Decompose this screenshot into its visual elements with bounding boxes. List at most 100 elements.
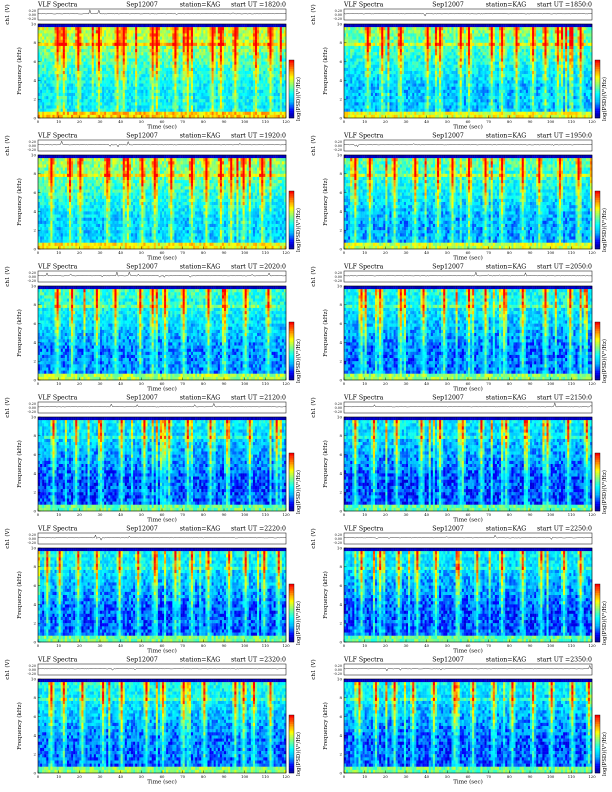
heatmap-cell (370, 39, 374, 43)
heatmap-cell (209, 96, 212, 100)
heatmap-cell (226, 36, 229, 40)
heatmap-cell (48, 30, 51, 34)
heatmap-cell (385, 92, 388, 97)
heatmap-cell (424, 105, 427, 109)
heatmap-cell (69, 92, 72, 97)
heatmap-cell (95, 92, 99, 97)
heatmap-cell (358, 92, 361, 97)
heatmap-cell (267, 89, 270, 94)
heatmap-cell (228, 27, 231, 31)
heatmap-cell (379, 105, 382, 109)
heatmap-cell (131, 114, 134, 119)
heatmap-cell (122, 86, 125, 90)
heatmap-cell (221, 96, 225, 100)
heatmap-cell (168, 111, 171, 116)
heatmap-cell (75, 36, 78, 40)
heatmap-cell (265, 61, 268, 65)
heatmap-cell (203, 58, 206, 62)
heatmap-cell (141, 27, 144, 31)
heatmap-cell (238, 83, 241, 87)
heatmap-cell (377, 108, 380, 112)
heatmap-cell (230, 86, 233, 90)
heatmap-cell (277, 83, 280, 87)
heatmap-cell (238, 58, 241, 62)
heatmap-cell (203, 71, 206, 75)
station-label: station=KAG (180, 2, 221, 9)
heatmap-cell (379, 67, 382, 72)
heatmap-cell (375, 61, 378, 65)
heatmap-cell (354, 96, 357, 100)
heatmap-cell (104, 108, 107, 112)
heatmap-cell (193, 39, 196, 43)
heatmap-cell (108, 58, 111, 62)
start-time-label: start UT =1850:0 (537, 2, 592, 9)
heatmap-cell (377, 52, 380, 56)
heatmap-cell (50, 102, 53, 106)
heatmap-cell (428, 99, 431, 103)
heatmap-cell (66, 64, 70, 69)
heatmap-cell (255, 33, 258, 37)
heatmap-cell (356, 74, 359, 78)
heatmap-cell (408, 114, 411, 119)
heatmap-cell (141, 111, 144, 116)
heatmap-cell (48, 89, 51, 94)
heatmap-cell (203, 24, 206, 28)
heatmap-cell (261, 52, 264, 56)
heatmap-cell (139, 42, 142, 47)
heatmap-cell (48, 39, 51, 43)
heatmap-cell (385, 67, 388, 72)
heatmap-cell (238, 92, 241, 97)
heatmap-cell (157, 27, 161, 31)
heatmap-cell (85, 108, 88, 112)
heatmap-cell (248, 33, 252, 37)
heatmap-cell (224, 39, 227, 43)
heatmap-cell (50, 71, 53, 75)
heatmap-cell (412, 45, 415, 50)
heatmap-cell (393, 102, 396, 106)
heatmap-cell (271, 105, 274, 109)
heatmap-cell (131, 80, 134, 84)
heatmap-cell (157, 96, 161, 100)
heatmap-cell (344, 105, 347, 109)
heatmap-cell (387, 45, 390, 50)
heatmap-cell (73, 108, 76, 112)
heatmap-cell (385, 27, 388, 31)
heatmap-cell (424, 102, 427, 106)
heatmap-cell (197, 27, 200, 31)
heatmap-cell (40, 30, 43, 34)
heatmap-cell (114, 52, 117, 56)
heatmap-cell (188, 74, 192, 78)
heatmap-cell (141, 77, 144, 81)
heatmap-cell (60, 89, 63, 94)
heatmap-cell (426, 45, 429, 50)
heatmap-cell (236, 27, 239, 31)
heatmap-cell (364, 77, 367, 81)
heatmap-cell (85, 55, 88, 59)
heatmap-cell (168, 30, 171, 34)
heatmap-cell (399, 114, 403, 119)
heatmap-cell (180, 55, 183, 59)
heatmap-cell (406, 36, 409, 40)
heatmap-cell (211, 52, 214, 56)
heatmap-cell (352, 71, 355, 75)
heatmap-cell (190, 52, 194, 56)
heatmap-cell (114, 58, 117, 62)
heatmap-cell (50, 55, 53, 59)
heatmap-cell (385, 108, 388, 112)
heatmap-cell (226, 114, 229, 119)
heatmap-cell (58, 58, 61, 62)
heatmap-cell (143, 36, 146, 40)
heatmap-cell (122, 52, 125, 56)
heatmap-cell (162, 61, 165, 65)
heatmap-cell (215, 61, 218, 65)
heatmap-cell (381, 67, 384, 72)
heatmap-cell (389, 77, 392, 81)
heatmap-cell (93, 74, 97, 78)
heatmap-cell (180, 49, 183, 53)
heatmap-cell (397, 92, 400, 97)
heatmap-cell (106, 89, 109, 94)
heatmap-cell (116, 24, 119, 28)
heatmap-cell (383, 114, 386, 119)
heatmap-cell (368, 83, 372, 87)
heatmap-cell (368, 111, 372, 116)
